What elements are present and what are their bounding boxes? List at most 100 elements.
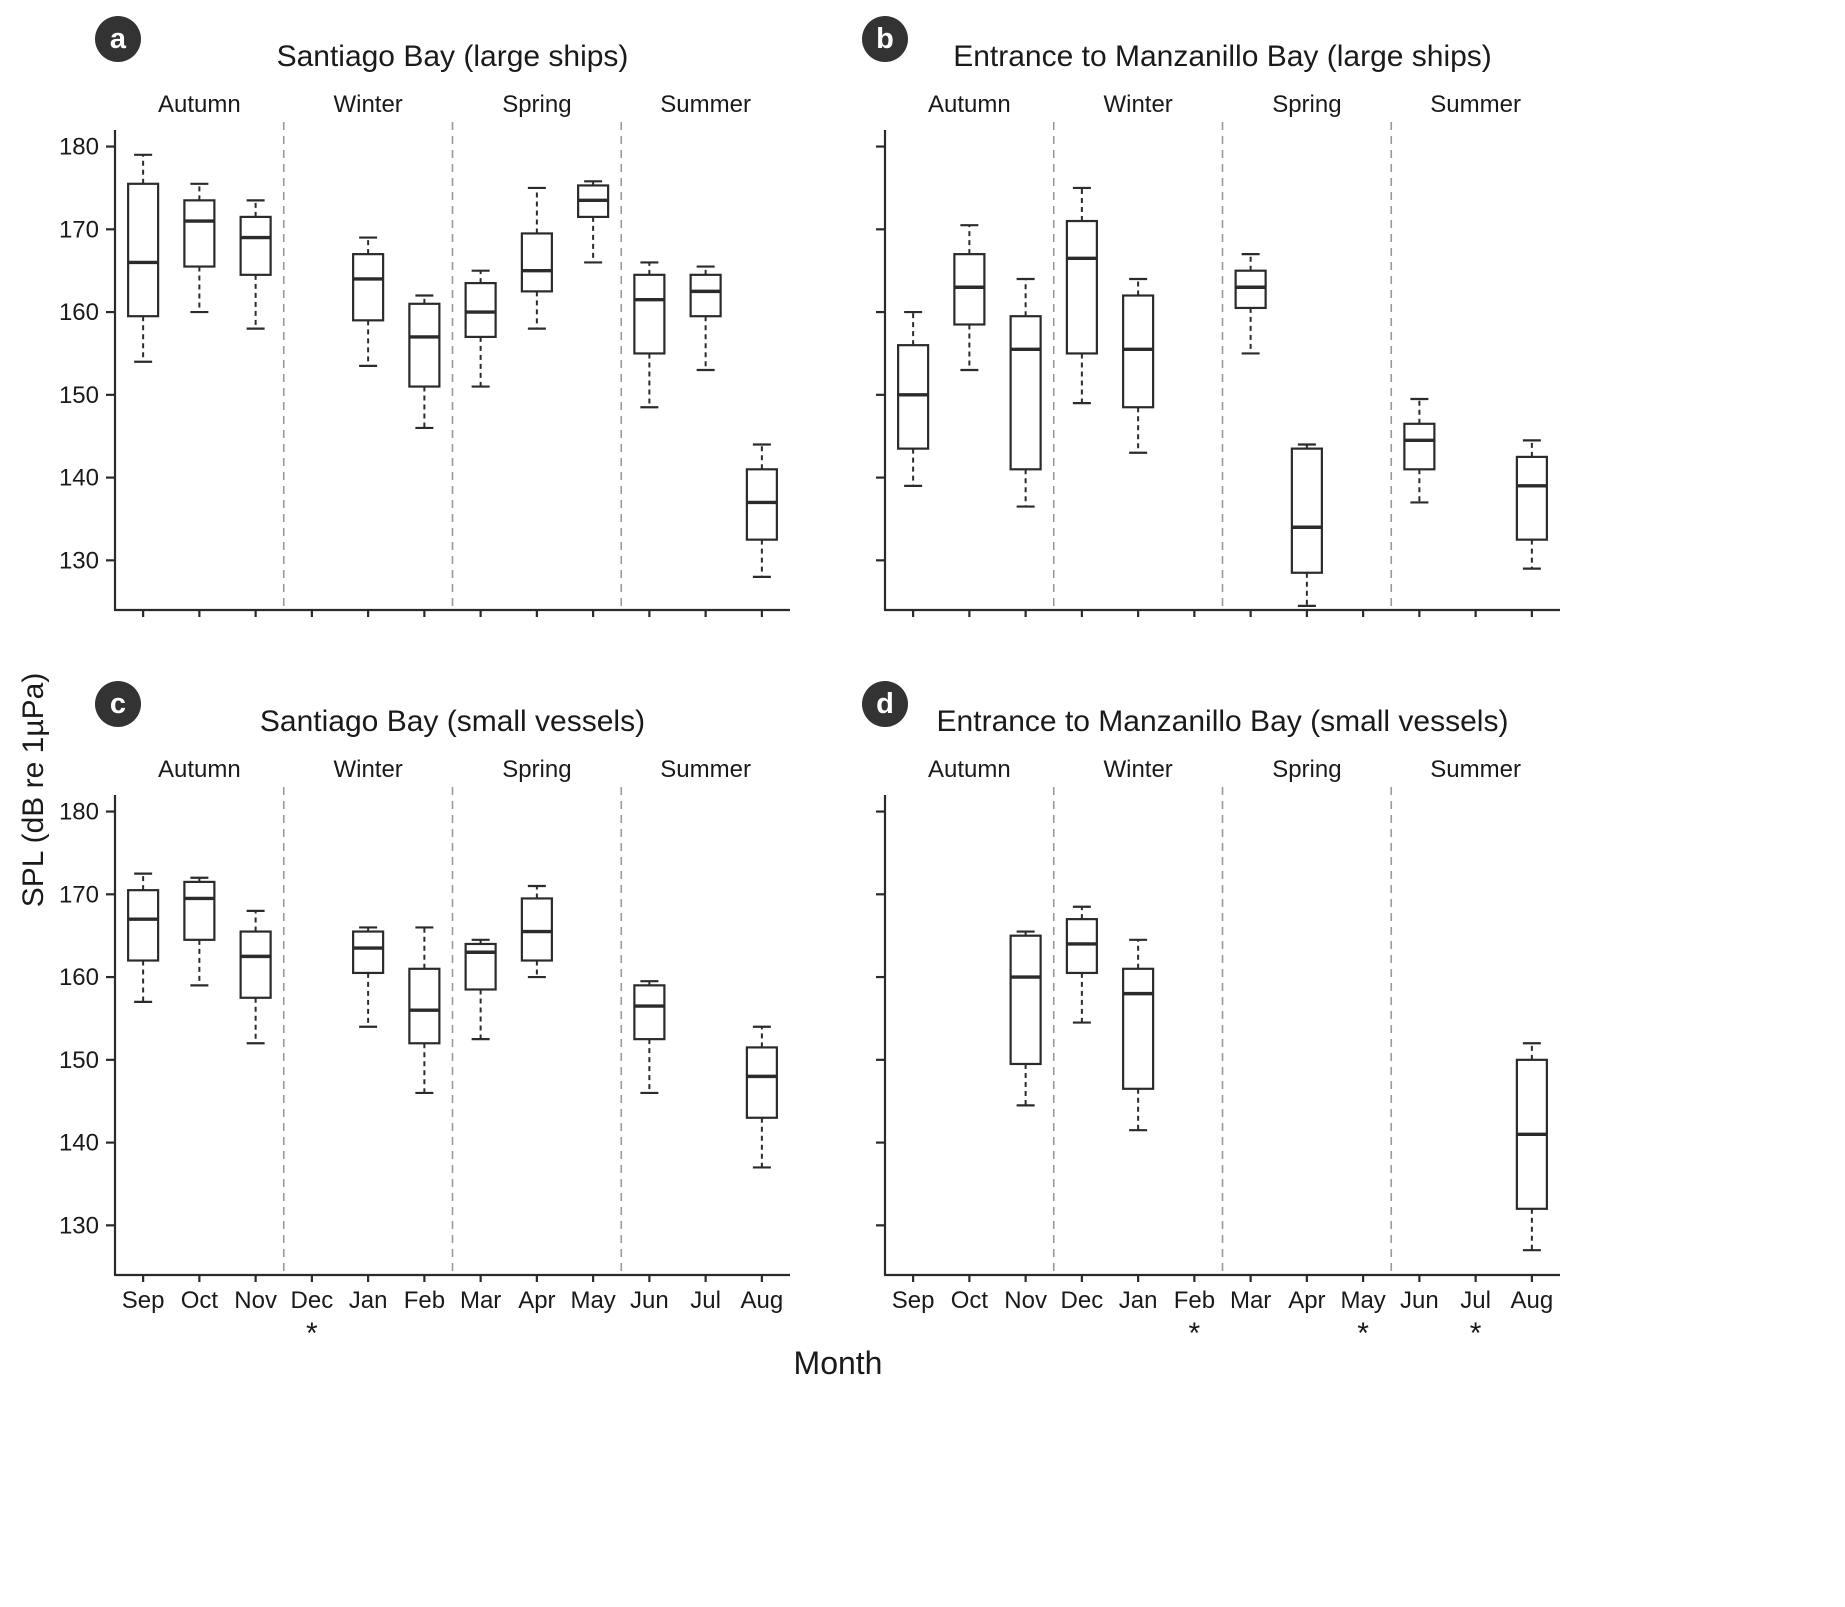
panel-badge-a: a	[95, 16, 141, 62]
boxplot-b-Jan	[1122, 277, 1155, 454]
season-label: Spring	[1272, 756, 1341, 783]
panel-d-title: Entrance to Manzanillo Bay (small vessel…	[936, 705, 1509, 738]
missing-month-asterisk: *	[1357, 1317, 1369, 1350]
iqr-box	[408, 967, 441, 1045]
panel-badge-b-label: b	[876, 22, 894, 55]
iqr-box	[239, 215, 272, 276]
panel-b-plot: Autumn Winter Spring Summer	[876, 91, 1560, 617]
missing-month-asterisk: *	[1189, 1317, 1201, 1350]
boxplot-b-Mar	[1234, 253, 1267, 355]
boxplot-b-Nov	[1009, 277, 1042, 508]
y-tick-label: 130	[59, 1212, 99, 1239]
boxplot-b-Apr	[1290, 443, 1323, 607]
season-label: Winter	[1103, 91, 1172, 118]
iqr-box	[352, 253, 385, 322]
y-tick-label: 160	[59, 964, 99, 991]
iqr-box	[689, 273, 722, 318]
month-label: Sep	[892, 1287, 935, 1314]
iqr-box	[633, 273, 666, 355]
month-label: Oct	[181, 1287, 219, 1314]
season-label: Spring	[1272, 91, 1341, 118]
month-label: Jun	[1400, 1287, 1439, 1314]
iqr-box	[1009, 315, 1042, 471]
season-label: Winter	[1103, 756, 1172, 783]
y-tick-label: 140	[59, 1130, 99, 1157]
boxplot-c-Jun	[633, 980, 666, 1095]
month-label: Dec	[1061, 1287, 1104, 1314]
y-tick-label: 160	[59, 299, 99, 326]
panel-badge-d-label: d	[876, 687, 894, 720]
season-label: Spring	[502, 756, 571, 783]
month-label: Sep	[122, 1287, 165, 1314]
iqr-box	[1290, 447, 1323, 574]
boxplot-a-Jan	[352, 236, 385, 367]
month-label: Jul	[690, 1287, 721, 1314]
boxplot-b-Oct	[953, 224, 986, 372]
iqr-box	[1403, 422, 1436, 471]
y-tick-label: 140	[59, 465, 99, 492]
iqr-box	[745, 468, 778, 541]
boxplot-a-May	[577, 180, 610, 264]
panel-badge-a-label: a	[109, 22, 127, 55]
boxplot-c-Nov	[239, 909, 272, 1045]
month-label: May	[1340, 1287, 1385, 1314]
iqr-box	[1122, 294, 1155, 409]
month-label: May	[570, 1287, 615, 1314]
panel-badge-b: b	[862, 16, 908, 62]
iqr-box	[1122, 967, 1155, 1090]
season-label: Autumn	[928, 91, 1011, 118]
season-label: Summer	[660, 756, 751, 783]
season-label: Autumn	[928, 756, 1011, 783]
month-label: Nov	[234, 1287, 277, 1314]
panel-b-title: Entrance to Manzanillo Bay (large ships)	[953, 40, 1492, 73]
x-axis-label: Month	[793, 1345, 883, 1381]
season-label: Summer	[1430, 91, 1521, 118]
y-tick-label: 180	[59, 134, 99, 161]
month-label: Jun	[630, 1287, 669, 1314]
iqr-box	[127, 182, 160, 318]
y-axis-label: SPL (dB re 1µPa)	[17, 672, 50, 908]
month-label: Dec	[291, 1287, 334, 1314]
iqr-box	[1065, 219, 1098, 355]
season-label: Autumn	[158, 756, 241, 783]
boxplot-d-Dec	[1065, 905, 1098, 1024]
iqr-box	[183, 880, 216, 941]
panel-badge-c: c	[95, 681, 141, 727]
month-label: Apr	[518, 1287, 555, 1314]
boxplot-a-Aug	[745, 443, 778, 578]
season-label: Summer	[1430, 756, 1521, 783]
iqr-box	[745, 1046, 778, 1119]
month-label: Jul	[1460, 1287, 1491, 1314]
month-label: Feb	[404, 1287, 445, 1314]
panel-a-title: Santiago Bay (large ships)	[276, 40, 629, 73]
month-label: Mar	[460, 1287, 501, 1314]
boxplot-c-Apr	[520, 884, 553, 979]
month-label: Jan	[349, 1287, 388, 1314]
boxplot-d-Jan	[1122, 938, 1155, 1132]
iqr-box	[1515, 455, 1548, 541]
season-label: Summer	[660, 91, 751, 118]
boxplot-b-Aug	[1515, 439, 1548, 570]
iqr-box	[127, 889, 160, 962]
missing-month-asterisk: *	[306, 1317, 318, 1350]
boxplot-c-Oct	[183, 876, 216, 987]
boxplot-a-Oct	[183, 182, 216, 314]
month-label: Aug	[1511, 1287, 1554, 1314]
boxplot-a-Jun	[633, 261, 666, 409]
month-label: Nov	[1004, 1287, 1047, 1314]
y-tick-label: 150	[59, 1047, 99, 1074]
boxplot-c-Feb	[408, 926, 441, 1095]
panel-c-title: Santiago Bay (small vessels)	[259, 705, 646, 738]
season-label: Winter	[333, 91, 402, 118]
boxplot-c-Mar	[464, 938, 497, 1041]
month-label: Aug	[741, 1287, 784, 1314]
iqr-box	[633, 984, 666, 1041]
boxplot-b-Sep	[897, 310, 930, 487]
boxplot-a-Sep	[127, 153, 160, 363]
y-tick-label: 180	[59, 799, 99, 826]
boxplot-a-Apr	[520, 186, 553, 330]
iqr-box	[408, 302, 441, 388]
month-label: Feb	[1174, 1287, 1215, 1314]
month-label: Oct	[951, 1287, 989, 1314]
